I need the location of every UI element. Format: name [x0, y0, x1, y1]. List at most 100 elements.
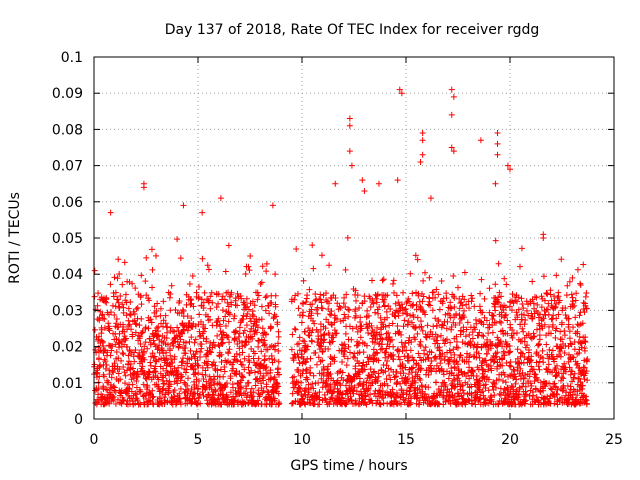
data-point	[111, 311, 118, 318]
data-point	[543, 341, 550, 348]
data-point	[483, 317, 490, 324]
data-point	[254, 324, 261, 331]
data-point	[347, 349, 354, 356]
data-point	[218, 351, 225, 358]
data-point	[115, 256, 122, 263]
data-point	[530, 392, 537, 399]
data-point	[416, 386, 423, 393]
data-point	[319, 348, 326, 355]
data-point	[136, 333, 143, 340]
data-point	[194, 401, 201, 408]
data-point	[447, 349, 454, 356]
data-point	[138, 301, 145, 308]
data-point	[132, 320, 139, 327]
data-point	[451, 376, 458, 383]
data-point	[326, 262, 333, 269]
data-point	[468, 372, 475, 379]
data-point	[395, 353, 402, 360]
data-point	[441, 340, 448, 347]
data-point	[116, 270, 123, 277]
data-point	[552, 372, 559, 379]
data-point	[197, 348, 204, 355]
data-point	[540, 315, 547, 322]
data-point	[231, 312, 238, 319]
data-point	[160, 298, 167, 305]
data-point	[499, 377, 506, 384]
data-point	[447, 314, 454, 321]
data-point	[556, 297, 563, 304]
data-point	[313, 361, 320, 368]
data-point	[361, 187, 368, 194]
data-point	[301, 388, 308, 395]
data-point	[356, 369, 363, 376]
data-point	[258, 303, 265, 310]
data-point	[516, 386, 523, 393]
data-point	[443, 336, 450, 343]
data-point	[451, 351, 458, 358]
data-point	[215, 300, 222, 307]
data-point	[211, 376, 218, 383]
data-point	[565, 321, 572, 328]
data-point	[262, 307, 269, 314]
data-point	[372, 374, 379, 381]
data-point	[157, 312, 164, 319]
data-point	[456, 320, 463, 327]
data-point	[488, 367, 495, 374]
data-point	[385, 329, 392, 336]
data-point	[495, 337, 502, 344]
data-point	[373, 349, 380, 356]
data-point	[161, 394, 168, 401]
data-point	[255, 390, 262, 397]
data-point	[526, 392, 533, 399]
data-point	[439, 300, 446, 307]
data-point	[414, 314, 421, 321]
data-point	[254, 397, 261, 404]
data-point	[448, 144, 455, 151]
data-point	[293, 245, 300, 252]
data-point	[491, 392, 498, 399]
data-point	[492, 354, 499, 361]
data-point	[151, 303, 158, 310]
data-point	[220, 317, 227, 324]
data-point	[128, 326, 135, 333]
data-point	[337, 305, 344, 312]
data-point	[113, 315, 120, 322]
data-point	[417, 158, 424, 165]
data-point	[291, 296, 298, 303]
data-point	[168, 282, 175, 289]
data-point	[256, 375, 263, 382]
data-point	[466, 331, 473, 338]
data-point	[581, 376, 588, 383]
data-point	[567, 340, 574, 347]
data-point	[269, 202, 276, 209]
data-point	[456, 377, 463, 384]
data-point	[177, 336, 184, 343]
data-point	[386, 372, 393, 379]
data-point	[215, 315, 222, 322]
data-point	[236, 383, 243, 390]
data-point	[493, 353, 500, 360]
data-point	[433, 337, 440, 344]
data-point	[495, 299, 502, 306]
x-axis-label: GPS time / hours	[290, 458, 407, 474]
data-point	[545, 361, 552, 368]
data-point	[116, 330, 123, 337]
data-point	[149, 387, 156, 394]
data-point	[254, 296, 261, 303]
data-point	[252, 382, 259, 389]
data-point	[416, 354, 423, 361]
y-tick-label: 0.01	[52, 376, 83, 392]
data-point	[368, 397, 375, 404]
data-point	[464, 319, 471, 326]
data-point	[453, 338, 460, 345]
data-point	[419, 137, 426, 144]
data-point	[147, 316, 154, 323]
data-point	[245, 306, 252, 313]
data-point	[154, 333, 161, 340]
data-point	[436, 306, 443, 313]
data-point	[459, 339, 466, 346]
data-point	[452, 322, 459, 329]
data-point	[111, 363, 118, 370]
data-point	[554, 401, 561, 408]
data-point	[243, 385, 250, 392]
